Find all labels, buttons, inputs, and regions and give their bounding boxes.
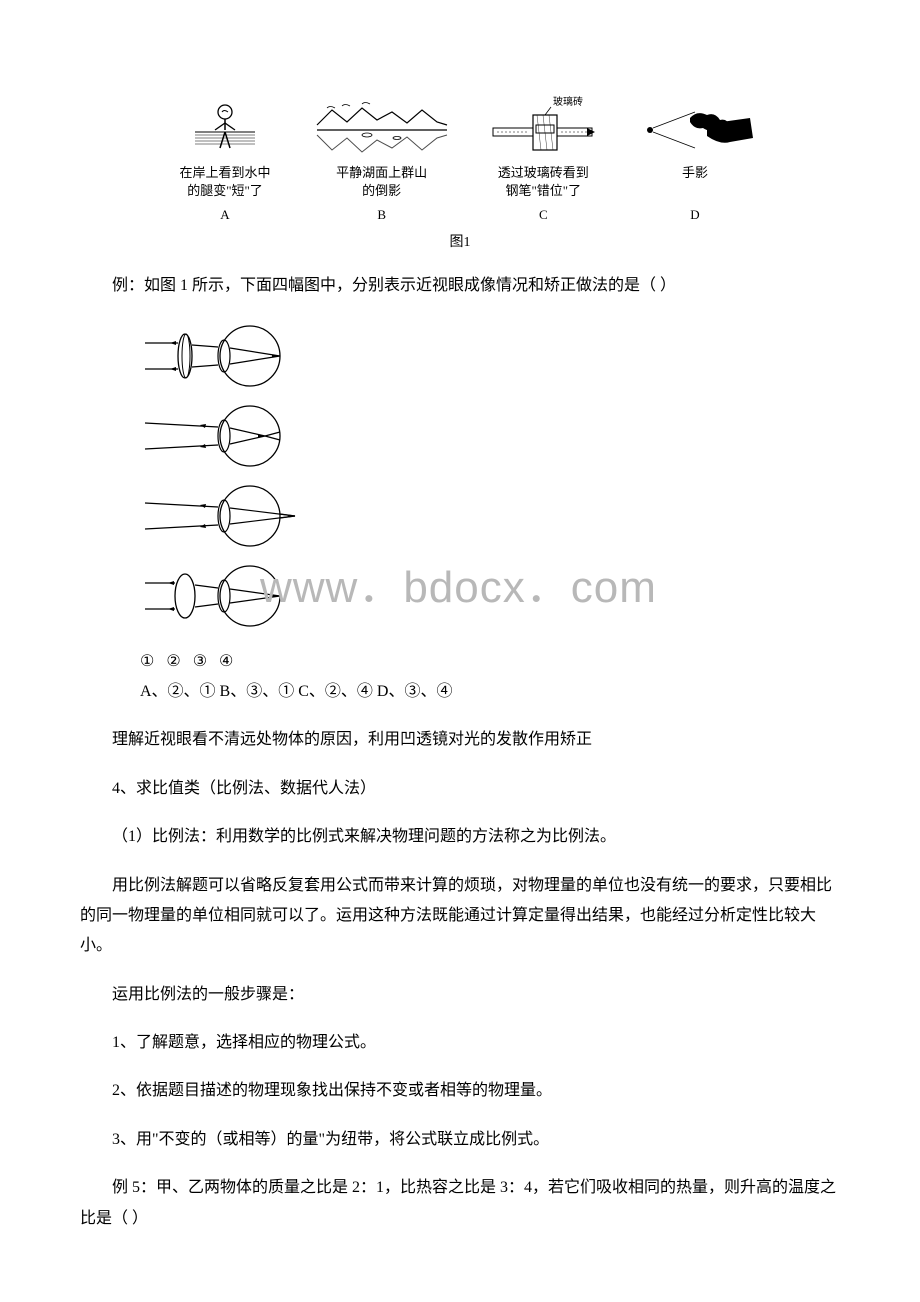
figure-1-item-a: 在岸上看到水中 的腿变"短"了 A (160, 100, 290, 225)
eye-diagrams-container: www．bdocx．com (140, 321, 840, 631)
analysis-text: 理解近视眼看不清远处物体的原因，利用凹透镜对光的发散作用矫正 (80, 725, 840, 755)
caption-b-line2: 的倒影 (307, 182, 457, 200)
figure-1: 在岸上看到水中 的腿变"短"了 A 平静湖面上群山 的倒影 B (160, 100, 760, 251)
drawing-a (160, 100, 290, 160)
glass-label-svg: 玻璃砖 (553, 95, 583, 108)
steps-intro: 运用比例法的一般步骤是： (80, 980, 840, 1010)
step-1: 1、了解题意，选择相应的物理公式。 (80, 1028, 840, 1058)
caption-d-line1: 手影 (630, 164, 760, 182)
label-a: A (160, 206, 290, 224)
ratio-definition: （1）比例法：利用数学的比例式来解决物理问题的方法称之为比例法。 (80, 822, 840, 852)
caption-b-line1: 平静湖面上群山 (307, 164, 457, 182)
ratio-description: 用比例法解题可以省略反复套用公式而带来计算的烦琐，对物理量的单位也没有统一的要求… (80, 871, 840, 962)
figure-1-row: 在岸上看到水中 的腿变"短"了 A 平静湖面上群山 的倒影 B (160, 100, 760, 225)
label-d: D (630, 206, 760, 224)
step-2: 2、依据题目描述的物理现象找出保持不变或者相等的物理量。 (80, 1076, 840, 1106)
caption-d-line2 (630, 182, 760, 200)
eye-diagram-2 (140, 401, 330, 471)
figure-1-item-b: 平静湖面上群山 的倒影 B (307, 100, 457, 225)
circled-numbers: ① ② ③ ④ (140, 651, 840, 671)
caption-c-line1: 透过玻璃砖看到 (473, 164, 613, 182)
label-b: B (307, 206, 457, 224)
drawing-c: 玻璃砖 (473, 100, 613, 160)
eye-diagram-3 (140, 481, 330, 551)
label-c: C (473, 206, 613, 224)
section-4-title: 4、求比值类（比例法、数据代人法） (80, 774, 840, 804)
step-3: 3、用"不变的（或相等）的量"为纽带，将公式联立成比例式。 (80, 1125, 840, 1155)
figure-1-title: 图1 (160, 231, 760, 251)
figure-1-item-c: 玻璃砖 透过玻璃砖看到 钢笔"错位"了 C (473, 100, 613, 225)
caption-a-line2: 的腿变"短"了 (160, 182, 290, 200)
options-line: A、②、① B、③、① C、②、④ D、③、④ (140, 677, 840, 707)
drawing-b (307, 100, 457, 160)
eye-diagram-4 (140, 561, 330, 631)
example-text: 例：如图 1 所示，下面四幅图中，分别表示近视眼成像情况和矫正做法的是（ ） (80, 271, 840, 301)
figure-1-item-d: 手影 D (630, 100, 760, 224)
caption-a-line1: 在岸上看到水中 (160, 164, 290, 182)
example-5: 例 5：甲、乙两物体的质量之比是 2：1，比热容之比是 3：4，若它们吸收相同的… (80, 1173, 840, 1234)
eye-diagram-1 (140, 321, 330, 391)
caption-c-line2: 钢笔"错位"了 (473, 182, 613, 200)
drawing-d (630, 100, 760, 160)
